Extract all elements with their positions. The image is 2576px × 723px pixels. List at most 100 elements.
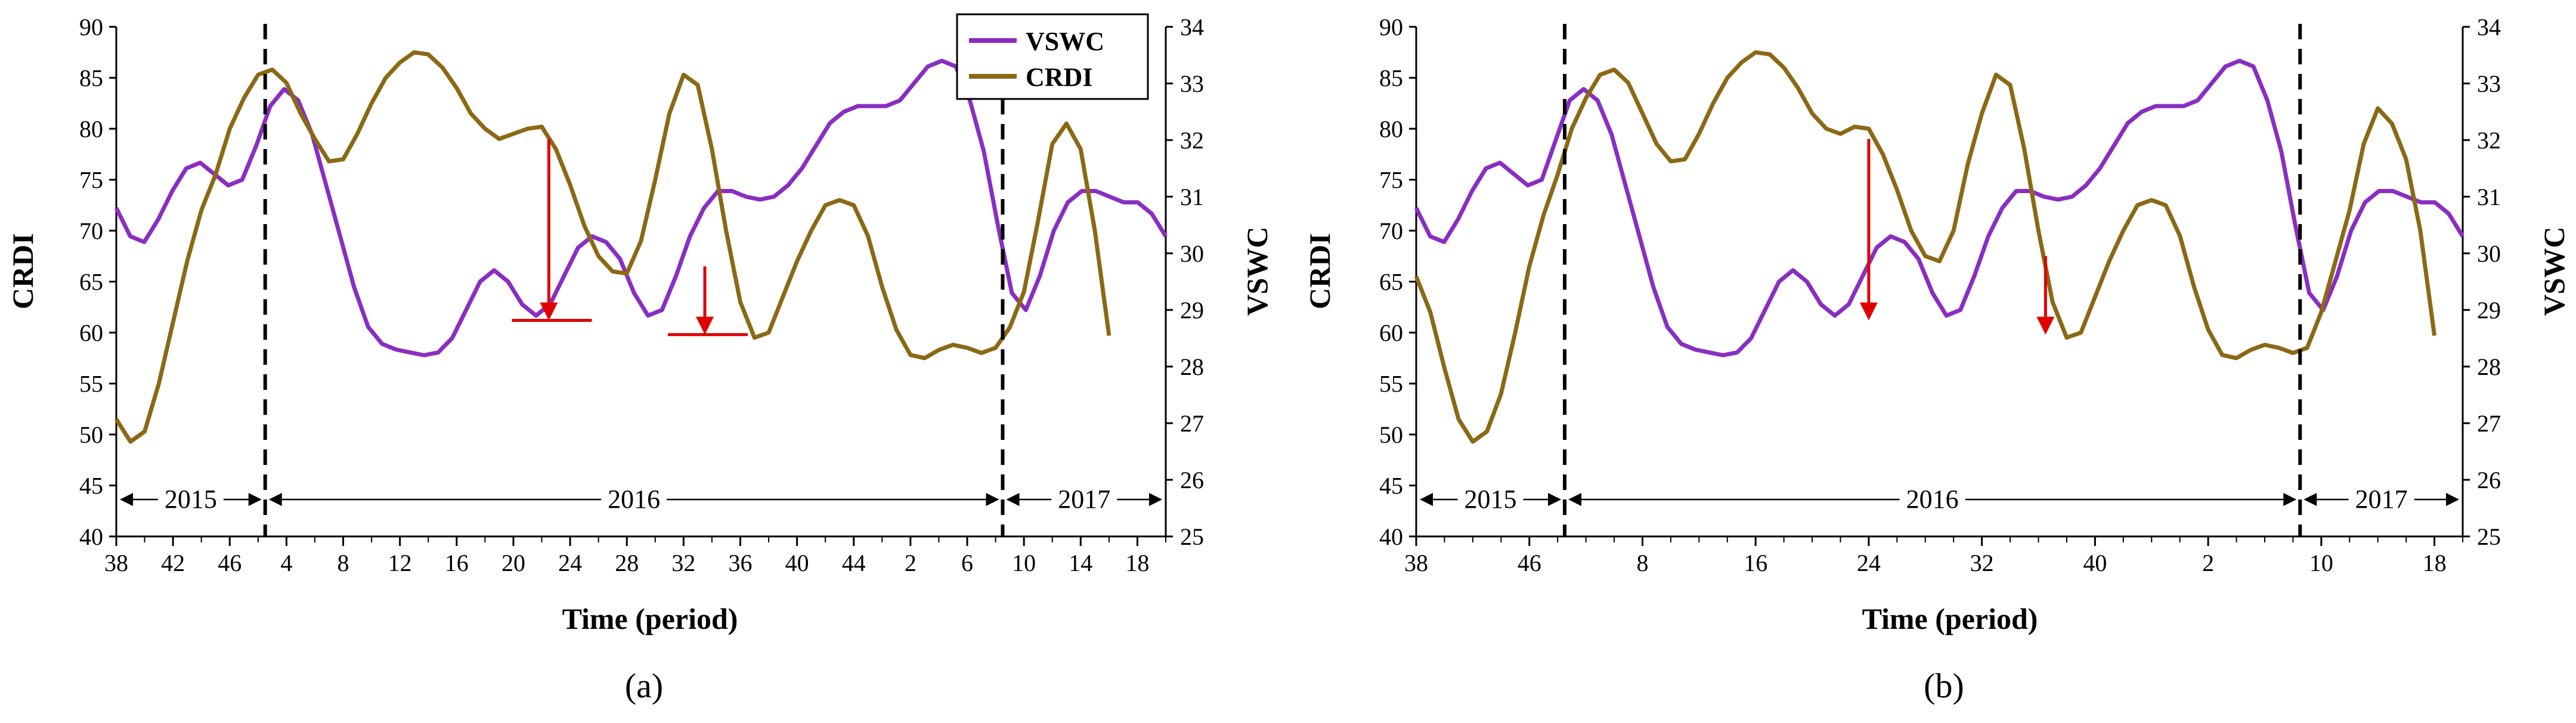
y-tick-label-right: 25 <box>2477 523 2501 550</box>
x-tick-label: 8 <box>338 550 349 576</box>
series-line-vswc <box>1414 58 2464 358</box>
y-tick-label-left: 65 <box>79 269 103 296</box>
y-tick-label-left: 80 <box>79 116 103 142</box>
period-label: 2015 <box>1465 485 1517 514</box>
x-tick-label: 8 <box>1636 550 1648 576</box>
period-arrow-head-right <box>2283 493 2297 506</box>
y-tick-label-left: 55 <box>1379 371 1403 398</box>
y-tick-label-left: 55 <box>79 371 103 398</box>
y-tick-label-left: 70 <box>1379 218 1403 244</box>
y-tick-label-left: 90 <box>79 14 103 41</box>
y-tick-label-left: 50 <box>1379 421 1403 448</box>
x-tick-label: 16 <box>445 550 469 576</box>
x-tick-label: 4 <box>280 550 292 576</box>
period-arrow-head-right <box>2446 493 2459 506</box>
x-tick-label: 14 <box>1069 550 1092 576</box>
y-tick-label-right: 28 <box>1180 353 1204 380</box>
y-axis-title-left-b: CRDI <box>1303 233 1336 309</box>
x-tick-label: 32 <box>671 550 695 576</box>
y-tick-label-left: 85 <box>79 65 103 92</box>
period-arrow-head-right <box>986 493 999 506</box>
x-tick-label: 42 <box>161 550 185 576</box>
x-tick-label: 46 <box>218 550 242 576</box>
y-tick-label-right: 33 <box>2477 70 2501 97</box>
x-tick-label: 44 <box>842 550 866 576</box>
y-tick-label-left: 60 <box>79 319 103 346</box>
x-tick-label: 10 <box>1012 550 1036 576</box>
period-arrow-head-left <box>1420 493 1433 506</box>
x-tick-label: 10 <box>2309 550 2333 576</box>
legend-label-crdi: CRDI <box>1026 63 1092 92</box>
y-tick-label-right: 31 <box>2477 184 2501 210</box>
panel-label-a: (a) <box>625 666 663 705</box>
plot-area-a: 4045505560657075808590252627282930313233… <box>79 14 1204 576</box>
x-tick-label: 6 <box>961 550 973 576</box>
decline-arrow-head <box>2036 316 2055 335</box>
panel-b: 4045505560657075808590252627282930313233… <box>1303 14 2571 705</box>
y-tick-label-left: 40 <box>79 523 103 550</box>
period-label: 2016 <box>1906 485 1959 514</box>
y-tick-label-left: 45 <box>79 473 103 499</box>
y-tick-label-right: 29 <box>2477 297 2501 324</box>
y-tick-label-right: 29 <box>1180 297 1204 324</box>
y-tick-label-left: 40 <box>1379 523 1403 550</box>
period-arrow-head-left <box>120 493 133 506</box>
y-tick-label-left: 90 <box>1379 14 1403 41</box>
x-axis-title-b: Time (period) <box>1862 602 2038 635</box>
x-tick-label: 32 <box>1970 550 1994 576</box>
x-tick-label: 40 <box>785 550 809 576</box>
x-tick-label: 40 <box>2083 550 2107 576</box>
y-tick-label-right: 26 <box>1180 467 1204 494</box>
period-label-bg <box>157 482 224 515</box>
x-axis-title-a: Time (period) <box>562 602 738 635</box>
y-tick-label-left: 85 <box>1379 65 1403 92</box>
series-line-crdi <box>1414 50 2437 444</box>
y-tick-label-left: 45 <box>1379 473 1403 499</box>
period-label-bg <box>2348 482 2414 515</box>
x-tick-label: 20 <box>501 550 525 576</box>
period-label: 2015 <box>165 485 217 514</box>
period-arrow-head-right <box>1149 493 1162 506</box>
decline-arrow-head <box>1859 302 1878 321</box>
y-tick-label-left: 75 <box>79 167 103 194</box>
period-label: 2017 <box>2355 485 2408 514</box>
x-tick-label: 2 <box>2202 550 2214 576</box>
x-tick-label: 46 <box>1518 550 1541 576</box>
period-arrow-head-left <box>268 493 282 506</box>
y-tick-label-right: 31 <box>1180 184 1204 210</box>
period-arrow-head-right <box>1548 493 1562 506</box>
series-line-vswc <box>114 58 1168 358</box>
x-tick-label: 12 <box>388 550 412 576</box>
x-tick-label: 24 <box>558 550 582 576</box>
y-tick-label-right: 26 <box>2477 467 2501 494</box>
y-tick-label-right: 30 <box>1180 240 1204 267</box>
series-line-crdi <box>114 50 1111 444</box>
plot-area-b: 4045505560657075808590252627282930313233… <box>1379 14 2501 576</box>
panel-label-b: (b) <box>1924 666 1964 705</box>
y-axis-title-right-b: VSWC <box>2537 226 2571 316</box>
x-tick-label: 18 <box>1125 550 1149 576</box>
legend: VSWC CRDI <box>956 13 1149 100</box>
y-tick-label-left: 65 <box>1379 269 1403 296</box>
y-axis-title-right-a: VSWC <box>1240 226 1274 316</box>
y-tick-label-right: 32 <box>1180 127 1204 154</box>
x-tick-label: 2 <box>905 550 917 576</box>
period-label-bg <box>1457 482 1524 515</box>
y-tick-label-left: 80 <box>1379 116 1403 142</box>
y-tick-label-left: 50 <box>79 421 103 448</box>
x-tick-label: 38 <box>1404 550 1428 576</box>
period-label: 2016 <box>608 485 660 514</box>
period-label-bg <box>1051 482 1117 515</box>
y-tick-label-right: 34 <box>2477 14 2501 41</box>
y-tick-label-left: 60 <box>1379 319 1403 346</box>
x-tick-label: 24 <box>1857 550 1881 576</box>
period-arrow-head-left <box>1568 493 1582 506</box>
x-tick-label: 16 <box>1744 550 1767 576</box>
y-tick-label-right: 32 <box>2477 127 2501 154</box>
period-arrow-head-left <box>1006 493 1020 506</box>
x-tick-label: 28 <box>615 550 639 576</box>
y-tick-label-right: 30 <box>2477 240 2501 267</box>
decline-arrow-head <box>540 302 558 321</box>
y-tick-label-right: 27 <box>2477 410 2501 437</box>
period-label-bg <box>601 482 667 515</box>
